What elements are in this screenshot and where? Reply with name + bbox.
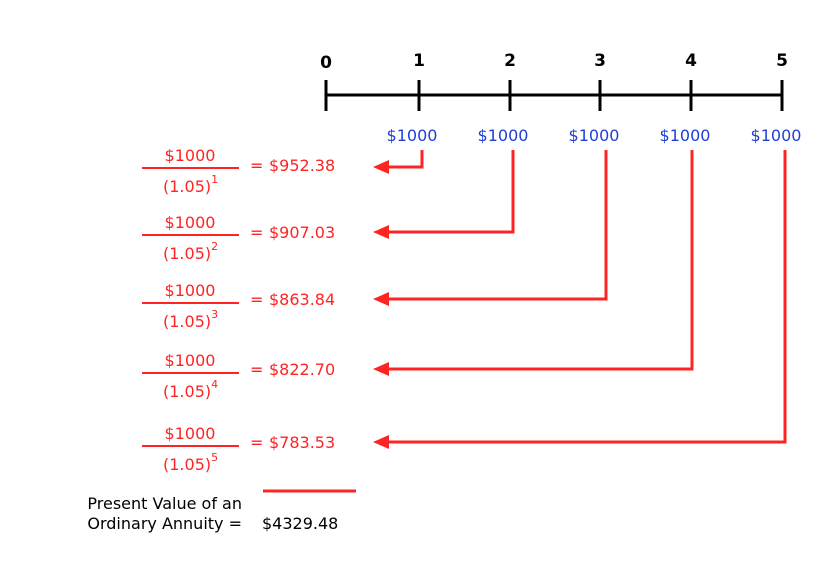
discount-denominator: (1.05)1	[163, 173, 218, 196]
cashflow-amount-1: $1000	[387, 126, 438, 145]
discount-numerator: $1000	[165, 351, 216, 370]
discount-arrow-3	[386, 150, 608, 301]
discount-arrowhead-4	[373, 362, 389, 376]
equals-sign: =	[250, 156, 263, 175]
total-label-line2: Ordinary Annuity =	[87, 514, 242, 533]
present-value: $907.03	[269, 223, 335, 242]
timeline-tick-label-3: 3	[594, 51, 606, 71]
discount-denominator: (1.05)5	[163, 451, 218, 474]
timeline-tick-label-5: 5	[776, 51, 788, 71]
discount-arrow-1	[386, 150, 424, 169]
discount-denominator: (1.05)2	[163, 240, 218, 263]
discount-arrow-2	[386, 150, 515, 234]
present-value: $783.53	[269, 433, 335, 452]
discount-base: (1.05)	[163, 177, 211, 196]
present-value: $822.70	[269, 360, 335, 379]
discount-arrow-4	[386, 150, 694, 371]
discount-arrowhead-5	[373, 435, 389, 449]
discount-formulas: $1000 (1.05)1 = $952.38 $1000 (1.05)2 = …	[142, 146, 335, 474]
present-value: $952.38	[269, 156, 335, 175]
total-label-line1: Present Value of an	[87, 494, 242, 513]
timeline: 0 1 2 3 4 5	[320, 51, 788, 111]
timeline-tick-label-0: 0	[320, 53, 332, 73]
discount-numerator: $1000	[165, 213, 216, 232]
discount-arrows	[386, 150, 787, 444]
timeline-tick-label-4: 4	[685, 51, 697, 71]
cashflow-amount-3: $1000	[569, 126, 620, 145]
discount-denominator: (1.05)3	[163, 308, 218, 331]
discount-base: (1.05)	[163, 382, 211, 401]
discount-arrow-5	[386, 150, 787, 444]
discount-arrowhead-2	[373, 225, 389, 239]
discount-arrowhead-1	[373, 160, 389, 174]
discount-base: (1.05)	[163, 312, 211, 331]
discount-base: (1.05)	[163, 244, 211, 263]
discount-arrowhead-3	[373, 292, 389, 306]
discount-row-2: $1000 (1.05)2 = $907.03	[142, 213, 335, 263]
discount-row-4: $1000 (1.05)4 = $822.70	[142, 351, 335, 401]
discount-denominator: (1.05)4	[163, 378, 218, 401]
discount-numerator: $1000	[165, 146, 216, 165]
cashflow-labels: $1000 $1000 $1000 $1000 $1000	[387, 126, 802, 145]
timeline-tick-labels: 0 1 2 3 4 5	[320, 51, 788, 73]
discount-numerator: $1000	[165, 424, 216, 443]
cashflow-amount-4: $1000	[660, 126, 711, 145]
discount-exponent: 2	[211, 240, 218, 253]
timeline-tick-label-1: 1	[413, 51, 425, 71]
timeline-ticks	[324, 80, 784, 111]
equals-sign: =	[250, 223, 263, 242]
discount-row-3: $1000 (1.05)3 = $863.84	[142, 281, 335, 331]
discount-row-5: $1000 (1.05)5 = $783.53	[142, 424, 335, 474]
present-value: $863.84	[269, 290, 335, 309]
discount-row-1: $1000 (1.05)1 = $952.38	[142, 146, 335, 196]
discount-exponent: 5	[211, 451, 218, 464]
timeline-tick-label-2: 2	[504, 51, 516, 71]
discount-exponent: 4	[211, 378, 218, 391]
equals-sign: =	[250, 433, 263, 452]
discount-numerator: $1000	[165, 281, 216, 300]
discount-base: (1.05)	[163, 455, 211, 474]
discount-exponent: 1	[211, 173, 218, 186]
equals-sign: =	[250, 360, 263, 379]
equals-sign: =	[250, 290, 263, 309]
total-value: $4329.48	[262, 514, 338, 533]
discount-exponent: 3	[211, 308, 218, 321]
cashflow-amount-5: $1000	[751, 126, 802, 145]
cashflow-amount-2: $1000	[478, 126, 529, 145]
total-section: Present Value of an Ordinary Annuity = $…	[87, 489, 356, 533]
discount-arrowheads	[373, 160, 389, 449]
